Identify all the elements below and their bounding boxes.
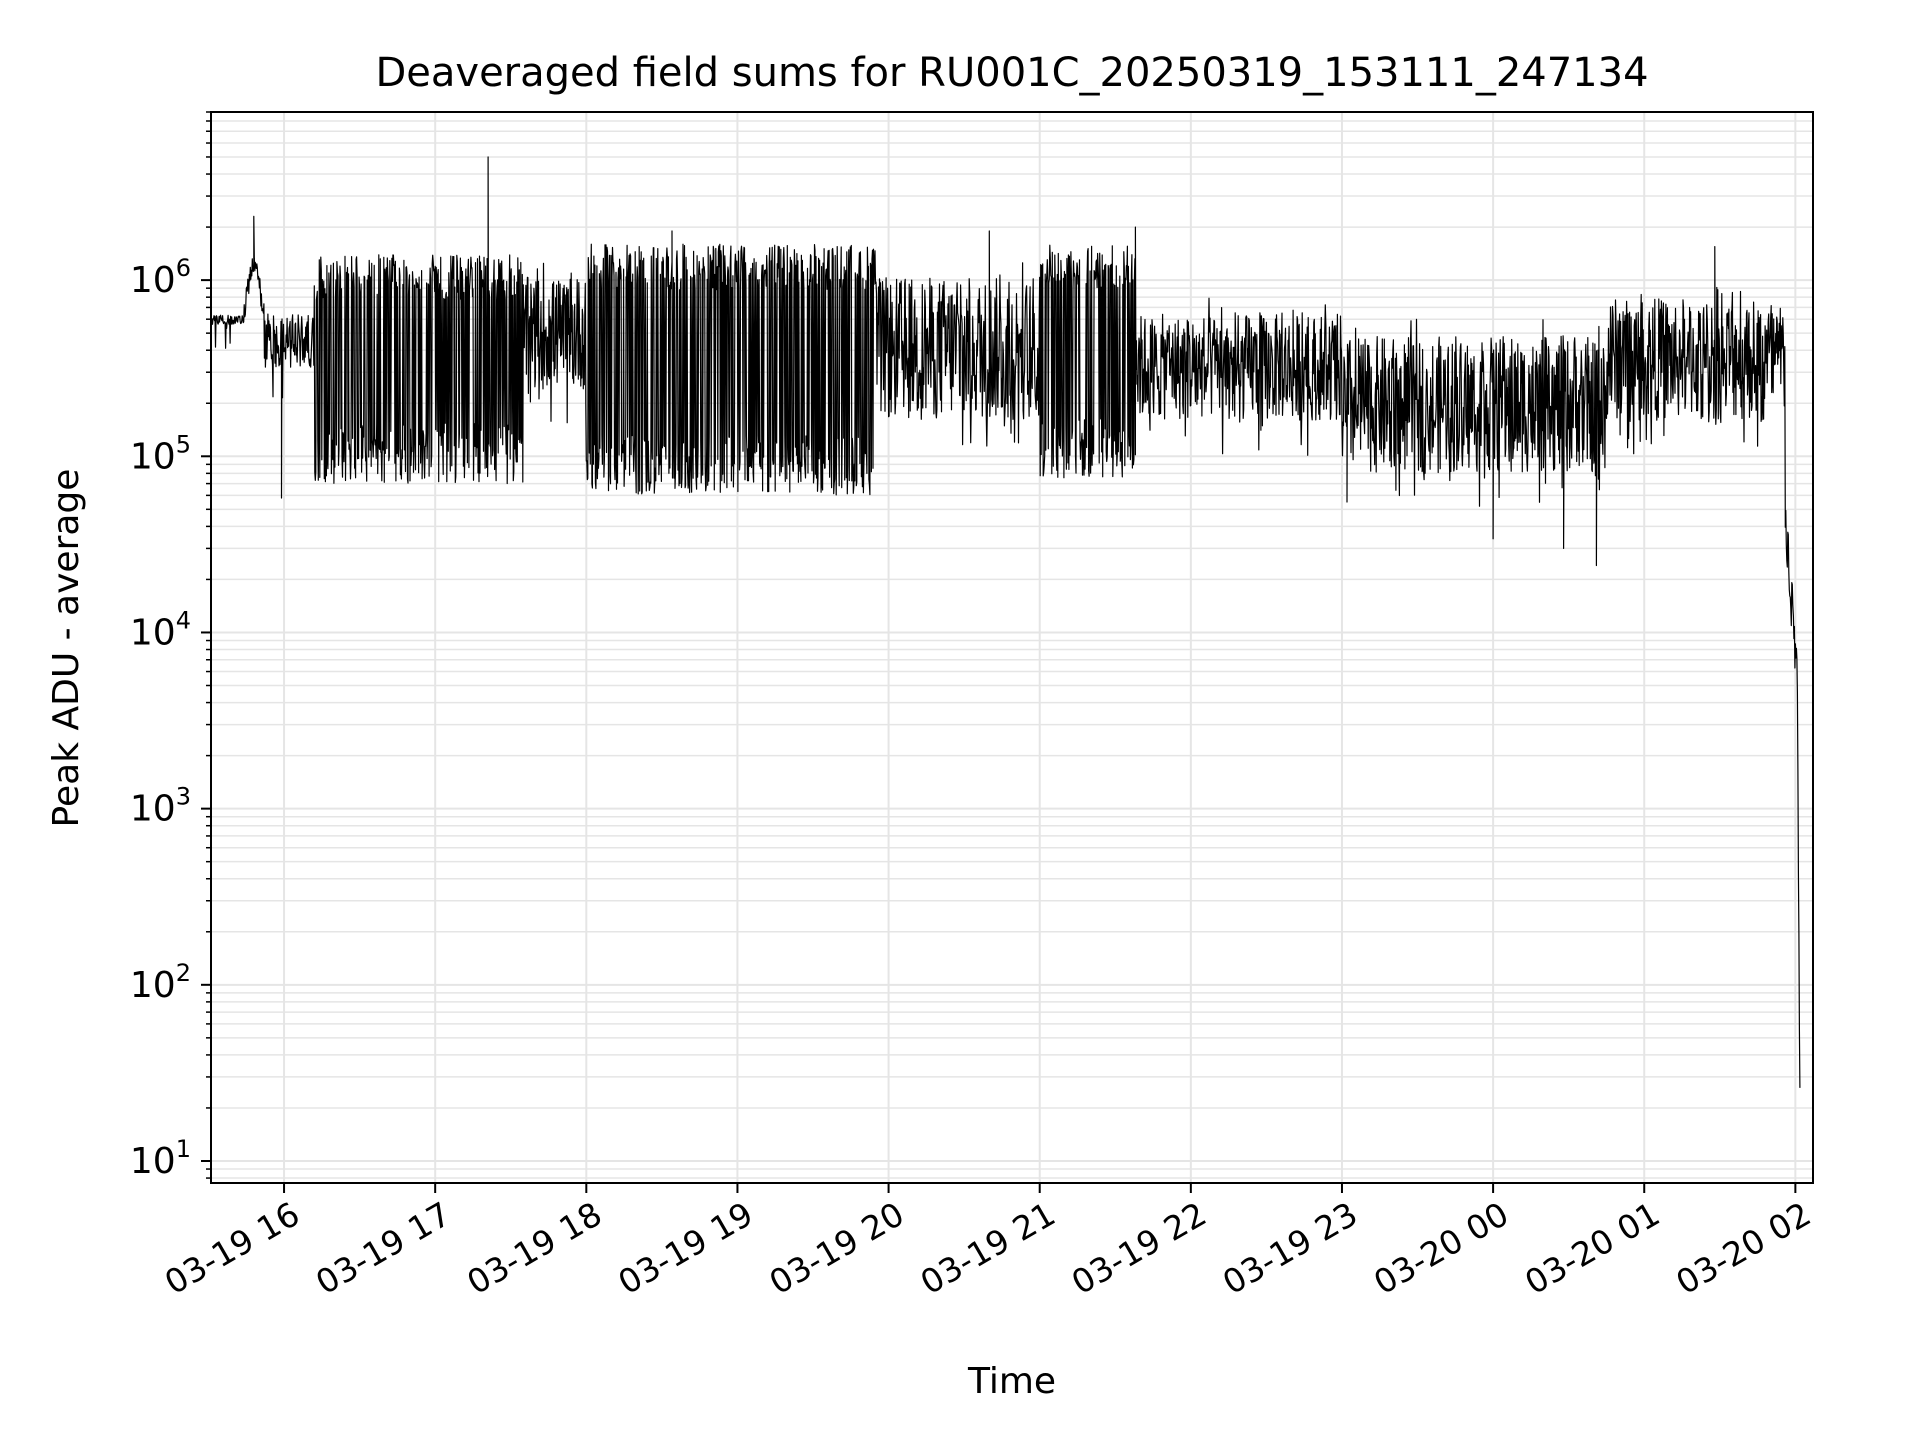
y-axis-label: Peak ADU - average [46,469,87,828]
data-line [210,156,1801,1088]
chart-title: Deaveraged field sums for RU001C_2025031… [375,50,1648,96]
y-tick-label: 102 [130,959,191,1006]
plot-frame [210,111,1814,1184]
y-tick-label: 106 [130,254,191,301]
y-tick-label: 104 [130,606,191,653]
x-axis-label: Time [967,1361,1056,1402]
y-tick-label: 103 [130,783,191,830]
y-tick-label: 101 [130,1135,191,1182]
y-tick-label: 105 [130,430,191,477]
y-axis: 101 102 103 104 105 106 [130,111,211,1182]
data-series [210,156,1801,1088]
